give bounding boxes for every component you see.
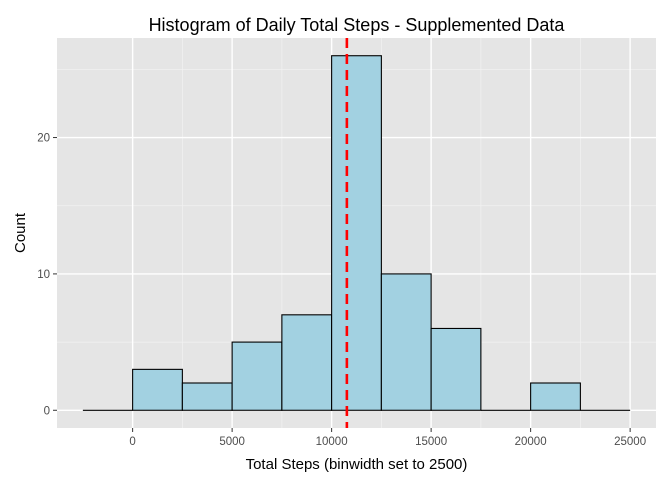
y-tick-label: 20 — [37, 133, 50, 145]
x-axis-title: Total Steps (binwidth set to 2500) — [246, 456, 468, 473]
x-tick-label: 10000 — [316, 436, 348, 448]
chart-title: Histogram of Daily Total Steps - Supplem… — [149, 15, 566, 35]
x-tick-label: 20000 — [515, 436, 547, 448]
histogram-bar — [530, 382, 581, 411]
histogram-bar — [281, 314, 333, 411]
histogram-bar — [181, 382, 233, 411]
histogram-bar — [231, 341, 283, 411]
histogram-bar — [380, 273, 432, 411]
y-axis-title: Count — [12, 212, 29, 253]
x-tick-label: 15000 — [415, 436, 447, 448]
histogram-bar — [331, 55, 382, 411]
y-tick-label: 10 — [37, 269, 50, 281]
x-axis-ticks: 0 5000 10000 15000 20000 25000 — [129, 428, 646, 448]
x-tick-label: 0 — [129, 436, 135, 448]
x-tick-label: 5000 — [219, 436, 245, 448]
y-axis-ticks: 0 10 20 — [37, 133, 57, 417]
histogram-bar — [132, 368, 183, 411]
histogram-bars — [82, 55, 631, 411]
x-tick-label: 25000 — [614, 436, 646, 448]
y-tick-label: 0 — [44, 405, 50, 417]
histogram-bar — [430, 327, 482, 411]
